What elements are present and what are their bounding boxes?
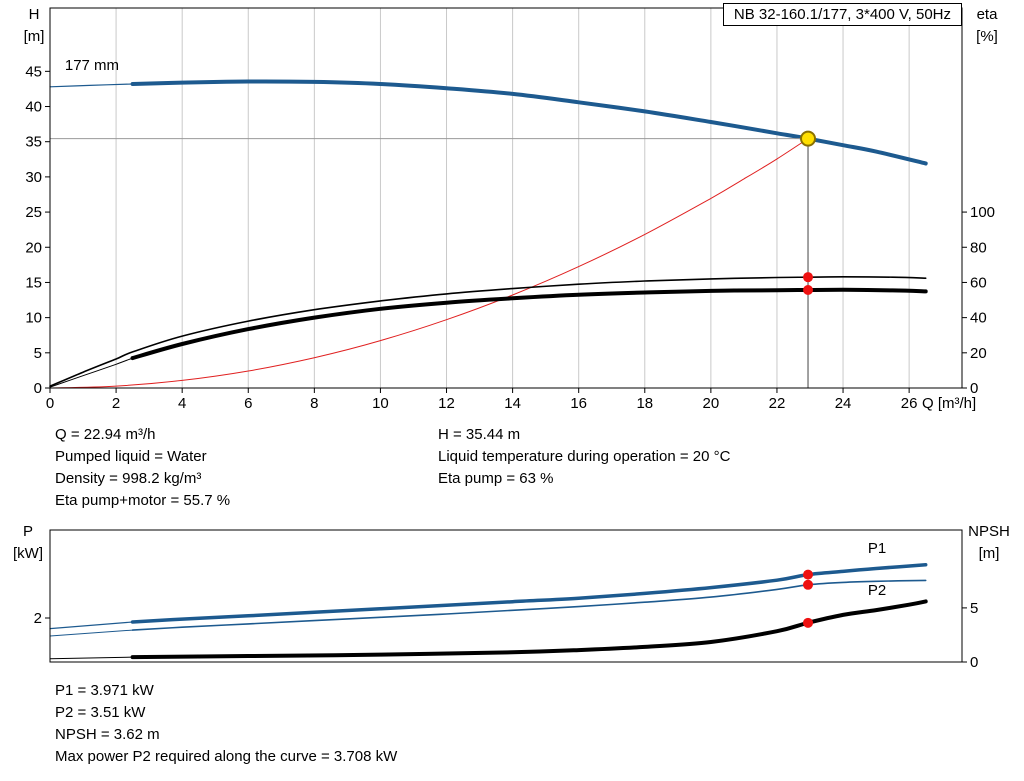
series-eta-pump-curve bbox=[49, 276, 927, 387]
eta-pump-duty-dot bbox=[803, 272, 814, 283]
info-p1: P1 = 3.971 kW bbox=[55, 682, 154, 699]
y-left-tick-label: 10 bbox=[25, 310, 42, 327]
x-tick-label: 6 bbox=[244, 395, 252, 412]
x-tick-label: 0 bbox=[46, 395, 54, 412]
series-eta-pump-motor-curve bbox=[130, 287, 928, 361]
x-tick-label: 26 bbox=[901, 395, 918, 412]
info-flow: Q = 22.94 m³/h bbox=[55, 426, 156, 443]
series-eta-pump-motor-lead bbox=[49, 357, 134, 388]
npsh-axis-name: NPSH bbox=[968, 523, 1010, 540]
x-tick-label: 22 bbox=[769, 395, 786, 412]
x-tick-label: 20 bbox=[703, 395, 720, 412]
series-npsh-lead bbox=[49, 656, 134, 660]
x-tick-label: 24 bbox=[835, 395, 852, 412]
p-axis-label: P [kW] bbox=[4, 521, 52, 565]
y-left-tick-label: 40 bbox=[25, 99, 42, 116]
p-axis-unit: [kW] bbox=[13, 545, 43, 562]
info-npsh: NPSH = 3.62 m bbox=[55, 726, 160, 743]
series-npsh-curve bbox=[130, 599, 928, 660]
eta-axis-unit: [%] bbox=[976, 28, 998, 45]
y-right-tick-label: 5 bbox=[970, 600, 978, 617]
series-head-curve-lead bbox=[49, 83, 134, 88]
x-tick-label: 14 bbox=[504, 395, 521, 412]
info-pumped-liquid: Pumped liquid = Water bbox=[55, 448, 207, 465]
x-tick-label: 12 bbox=[438, 395, 455, 412]
npsh-axis-label: NPSH [m] bbox=[958, 521, 1020, 565]
series-p1-lead bbox=[49, 621, 134, 630]
info-max-p2: Max power P2 required along the curve = … bbox=[55, 748, 398, 765]
y-right-tick-label: 20 bbox=[970, 345, 987, 362]
x-tick-label: 2 bbox=[112, 395, 120, 412]
npsh-duty-dot bbox=[803, 617, 814, 628]
p-axis-name: P bbox=[22, 523, 33, 540]
plot-border bbox=[49, 7, 963, 389]
duty-info-right: H = 35.44 m Liquid temperature during op… bbox=[438, 424, 730, 490]
eta-pump-motor-duty-dot bbox=[803, 285, 814, 296]
series-p1-curve bbox=[130, 563, 928, 624]
y-right-tick-label: 80 bbox=[970, 239, 987, 256]
x-tick-label: 4 bbox=[178, 395, 186, 412]
annotation-177-mm: 177 mm bbox=[65, 57, 119, 74]
eta-axis-name: eta bbox=[976, 6, 998, 23]
h-axis-unit: [m] bbox=[23, 28, 45, 45]
pump-model-title: NB 32-160.1/177, 3*400 V, 50Hz bbox=[722, 3, 962, 26]
eta-axis-label: eta [%] bbox=[962, 4, 1012, 48]
info-liquid-temperature: Liquid temperature during operation = 20… bbox=[438, 448, 731, 465]
series-head-curve-177mm bbox=[130, 79, 928, 166]
series-p2-curve bbox=[131, 579, 927, 631]
annotation-p2: P2 bbox=[868, 582, 886, 599]
h-axis-name: H bbox=[28, 6, 40, 23]
info-eta-pump: Eta pump = 63 % bbox=[438, 470, 554, 487]
y-left-tick-label: 5 bbox=[34, 345, 42, 362]
series-p2-lead bbox=[49, 629, 134, 637]
x-tick-label: 16 bbox=[570, 395, 587, 412]
x-tick-label: 18 bbox=[636, 395, 653, 412]
info-head: H = 35.44 m bbox=[438, 426, 521, 443]
x-tick-label: 8 bbox=[310, 395, 318, 412]
duty-info-left: Q = 22.94 m³/h Pumped liquid = Water Den… bbox=[55, 424, 230, 512]
info-density: Density = 998.2 kg/m³ bbox=[55, 470, 202, 487]
power-info: P1 = 3.971 kW P2 = 3.51 kW NPSH = 3.62 m… bbox=[55, 680, 397, 768]
y-left-tick-label: 35 bbox=[25, 134, 42, 151]
info-eta-pump-motor: Eta pump+motor = 55.7 % bbox=[55, 492, 231, 509]
p2-duty-dot bbox=[803, 579, 814, 590]
y-left-tick-label: 20 bbox=[25, 239, 42, 256]
h-axis-label: H [m] bbox=[10, 4, 58, 48]
y-right-tick-label: 40 bbox=[970, 310, 987, 327]
y-left-tick-label: 15 bbox=[25, 274, 42, 291]
annotation-p1: P1 bbox=[868, 540, 886, 557]
y-left-tick-label: 30 bbox=[25, 169, 42, 186]
y-left-tick-label: 25 bbox=[25, 204, 42, 221]
npsh-axis-unit: [m] bbox=[978, 545, 1000, 562]
plot-border bbox=[49, 529, 963, 663]
duty-point-marker[interactable] bbox=[800, 130, 817, 147]
y-left-tick-label: 0 bbox=[34, 380, 42, 397]
y-right-tick-label: 100 bbox=[970, 204, 995, 221]
y-right-tick-label: 60 bbox=[970, 274, 987, 291]
y-right-tick-label: 0 bbox=[970, 654, 978, 671]
q-axis-label: Q [m³/h] bbox=[922, 395, 977, 412]
series-system-curve bbox=[49, 138, 809, 389]
y-left-tick-label: 2 bbox=[34, 610, 42, 627]
y-left-tick-label: 45 bbox=[25, 63, 42, 80]
p1-duty-dot bbox=[803, 569, 814, 580]
info-p2: P2 = 3.51 kW bbox=[55, 704, 146, 721]
y-right-tick-label: 0 bbox=[970, 380, 978, 397]
x-tick-label: 10 bbox=[372, 395, 389, 412]
